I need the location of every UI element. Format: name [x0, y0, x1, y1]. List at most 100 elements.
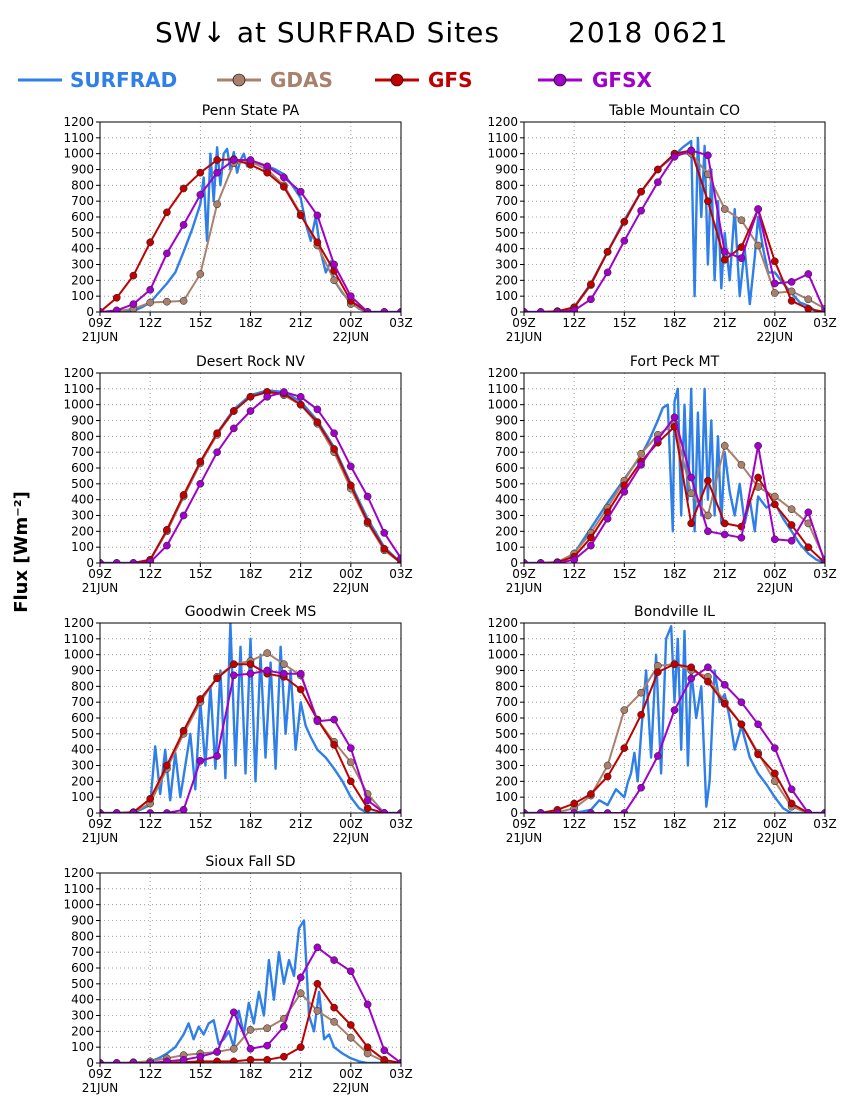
x-tick-label: 15Z: [189, 817, 213, 831]
data-point-gfs: [129, 271, 138, 280]
y-tick-label: 500: [495, 477, 518, 491]
series-group: [524, 625, 825, 813]
data-point-gfs: [587, 790, 595, 798]
data-point-gfsx: [179, 1055, 188, 1063]
plot-frame: [99, 121, 402, 313]
series-line-surfrad: [524, 136, 825, 312]
y-tick-label: 700: [71, 695, 94, 709]
y-tick-label: 700: [71, 194, 94, 208]
data-point-gfsx: [229, 671, 238, 680]
data-point-gfsx: [280, 173, 288, 182]
plot-frame: [523, 622, 826, 814]
data-point-gfs: [179, 184, 188, 193]
data-point-gfs: [246, 660, 255, 669]
legend-entry-gdas: GDAS: [217, 68, 333, 92]
x-tick-label: 00Z: [763, 817, 787, 831]
figure-date: 2018 0621: [568, 16, 728, 49]
data-point-gfsx: [313, 717, 322, 726]
series-group: [524, 387, 825, 563]
y-tick-label: 0: [86, 806, 94, 820]
y-tick-label: 600: [495, 461, 518, 475]
panel-title: Penn State PA: [202, 103, 300, 119]
data-point-gdas: [637, 688, 645, 697]
data-point-gfs: [213, 156, 221, 164]
y-tick-label: 0: [86, 556, 94, 570]
legend-label-gfs: GFS: [428, 68, 472, 92]
data-point-gfsx: [313, 405, 322, 414]
x-tick-label: 12Z: [562, 817, 586, 831]
data-point-gfsx: [280, 1022, 288, 1031]
x-date-label: 22JUN: [757, 831, 794, 845]
series-line-surfrad: [100, 146, 401, 312]
series-line-surfrad: [100, 623, 401, 813]
x-tick-label: 12Z: [562, 567, 586, 581]
data-point-gfs: [246, 392, 255, 401]
x-tick-label: 12Z: [138, 316, 162, 330]
panel-title: Bondville IL: [634, 604, 715, 620]
panel-penn-state-pa: Penn State PA010020030040050060070080090…: [63, 103, 412, 344]
x-tick-label: 12Z: [562, 316, 586, 330]
data-point-gfsx: [653, 435, 662, 444]
data-point-gfs: [603, 772, 612, 781]
data-point-gdas: [804, 295, 813, 304]
y-tick-label: 1200: [487, 115, 518, 129]
data-point-gfsx: [620, 809, 629, 813]
y-tick-label: 800: [71, 929, 94, 943]
data-point-gfs: [280, 1052, 288, 1061]
data-point-gfsx: [263, 666, 272, 675]
x-date-label: 21JUN: [82, 1081, 119, 1095]
data-point-gfs: [770, 500, 779, 509]
y-tick-label: 0: [86, 305, 94, 319]
y-tick-label: 900: [495, 163, 518, 177]
data-point-gfsx: [754, 205, 762, 213]
data-point-gfsx: [179, 805, 188, 813]
x-tick-label: 15Z: [613, 567, 637, 581]
data-point-gfs: [637, 710, 645, 719]
data-point-gfsx: [146, 809, 155, 813]
y-tick-label: 500: [71, 727, 94, 741]
data-point-gdas: [687, 489, 696, 498]
y-tick-label: 700: [495, 194, 518, 208]
data-point-gfsx: [363, 1000, 372, 1009]
data-point-gfs: [704, 677, 712, 686]
data-point-gdas: [704, 511, 712, 520]
y-tick-label: 800: [495, 429, 518, 443]
x-date-label: 22JUN: [333, 1081, 370, 1095]
data-point-gfs: [196, 457, 205, 466]
data-point-gfs: [720, 519, 729, 528]
data-point-gfsx: [146, 558, 155, 563]
data-point-gfsx: [229, 1008, 238, 1017]
data-point-gfsx: [296, 187, 305, 196]
y-tick-label: 500: [71, 977, 94, 991]
data-point-gdas: [246, 1025, 255, 1034]
data-point-gdas: [770, 492, 779, 501]
y-tick-label: 0: [510, 556, 518, 570]
y-tick-label: 700: [495, 445, 518, 459]
x-tick-label: 03Z: [389, 316, 413, 330]
y-tick-label: 0: [86, 1056, 94, 1070]
y-tick-label: 800: [71, 679, 94, 693]
y-tick-label: 1000: [63, 648, 94, 662]
data-point-gfs: [653, 165, 662, 174]
data-point-gfs: [637, 187, 645, 196]
x-date-label: 21JUN: [82, 581, 119, 595]
plot-frame: [99, 872, 402, 1064]
y-tick-label: 200: [495, 524, 518, 538]
y-tick-label: 700: [71, 445, 94, 459]
data-point-gfsx: [179, 221, 188, 229]
panel-desert-rock-nv: Desert Rock NV01002003004005006007008009…: [63, 354, 412, 595]
x-tick-label: 09Z: [88, 817, 112, 831]
y-tick-label: 300: [495, 509, 518, 523]
y-tick-label: 900: [71, 414, 94, 428]
data-point-gfs: [280, 183, 288, 191]
data-point-gfs: [804, 543, 813, 552]
data-point-gfs: [653, 668, 662, 676]
data-point-gfs: [196, 168, 205, 177]
data-point-gfs: [346, 481, 355, 490]
data-point-gfsx: [129, 809, 138, 813]
x-date-label: 22JUN: [333, 831, 370, 845]
data-point-gfsx: [213, 1048, 221, 1056]
x-tick-label: 09Z: [512, 316, 536, 330]
data-point-gfsx: [704, 663, 712, 672]
x-date-label: 22JUN: [333, 330, 370, 344]
